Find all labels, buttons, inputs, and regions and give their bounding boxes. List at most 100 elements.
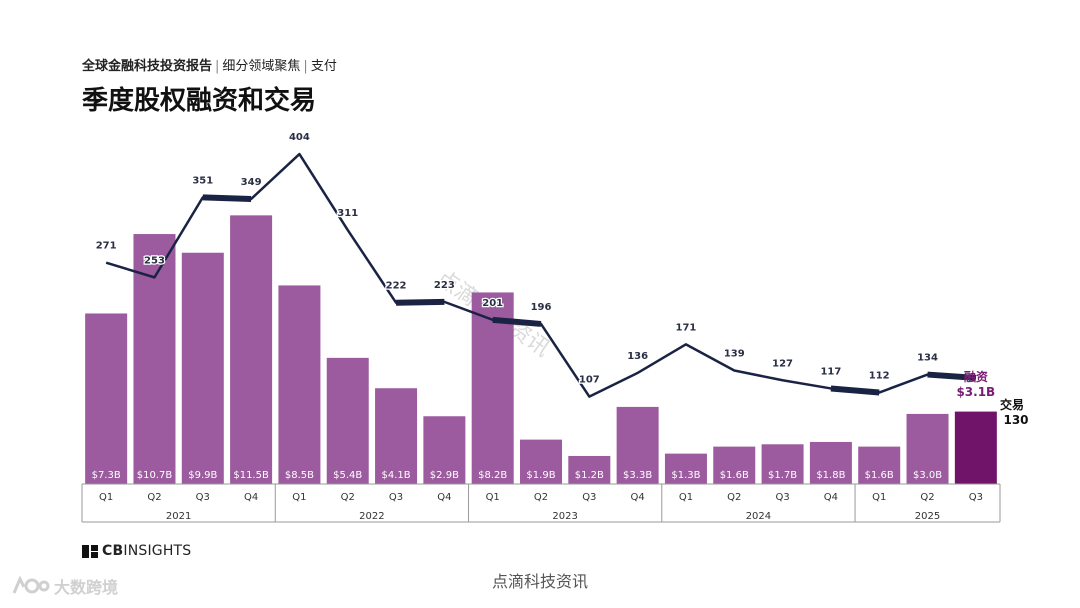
funding-value-label: $1.8B <box>816 470 845 481</box>
quarter-tick-label: Q2 <box>534 492 548 503</box>
funding-value-label: $2.9B <box>430 470 459 481</box>
breadcrumb-separator: | <box>303 59 308 74</box>
funding-value-label: $10.7B <box>137 470 173 481</box>
quarter-tick-label: Q3 <box>196 492 210 503</box>
deals-value-label: 117 <box>820 366 841 377</box>
quarter-tick-label: Q3 <box>969 492 983 503</box>
logo-text: INSIGHTS <box>123 543 192 559</box>
funding-value-label: $3.0B <box>913 470 942 481</box>
funding-value-label: $7.3B <box>92 470 121 481</box>
quarter-tick-label: Q2 <box>727 492 741 503</box>
year-tick-label: 2023 <box>552 511 577 522</box>
quarter-tick-label: Q2 <box>341 492 355 503</box>
deals-value-label: 223 <box>434 280 455 291</box>
deals-value-label: 271 <box>96 241 117 252</box>
quarter-tick-label: Q1 <box>292 492 306 503</box>
deals-value-label: 201 <box>482 298 503 309</box>
deals-callout-value: 130 <box>1003 413 1028 427</box>
deals-flat-segment <box>492 316 542 327</box>
funding-bar <box>568 455 611 484</box>
funding-value-label: $1.6B <box>865 470 894 481</box>
funding-bar <box>713 446 756 484</box>
funding-value-label: $5.4B <box>333 470 362 481</box>
funding-value-label: $1.6B <box>720 470 749 481</box>
logo-text-bold: CB <box>102 543 124 559</box>
topic-name: 支付 <box>310 59 337 74</box>
funding-bar <box>85 313 128 484</box>
deals-flat-segment <box>927 371 977 381</box>
funding-callout-value: $3.1B <box>956 385 995 399</box>
funding-bar <box>809 441 852 484</box>
funding-value-label: $1.9B <box>526 470 555 481</box>
funding-value-label: $9.9B <box>188 470 217 481</box>
footer-brand-text: 大数跨境 <box>54 578 119 597</box>
deals-value-label: 196 <box>531 302 552 313</box>
funding-bar <box>471 292 514 484</box>
year-tick-label: 2022 <box>359 511 384 522</box>
deals-value-label: 351 <box>192 175 213 186</box>
deals-value-label: 311 <box>337 208 358 219</box>
quarter-tick-label: Q4 <box>244 492 258 503</box>
funding-bar <box>133 234 176 484</box>
quarter-tick-label: Q2 <box>147 492 161 503</box>
funding-bar <box>423 416 466 484</box>
footer-brand-icon <box>12 575 50 594</box>
funding-bar <box>230 215 273 485</box>
funding-bar <box>326 357 369 484</box>
deals-callout-label: 交易 <box>1000 397 1024 412</box>
quarter-tick-label: Q3 <box>389 492 403 503</box>
deals-flat-segment <box>396 298 445 306</box>
funding-bar <box>278 285 321 484</box>
funding-bar <box>761 444 804 484</box>
quarter-tick-label: Q4 <box>824 492 838 503</box>
breadcrumb: 全球金融科技投资报告 | 细分领域聚焦 | 支付 <box>82 55 337 74</box>
funding-bar <box>375 388 418 484</box>
deals-flat-segment <box>830 385 880 396</box>
funding-bar <box>616 406 659 484</box>
section-name: 细分领域聚焦 <box>222 59 301 74</box>
center-watermark: 点滴科技资讯 <box>491 572 588 591</box>
footer-brand: 大数跨境 <box>10 574 118 598</box>
funding-value-label: $8.2B <box>478 470 507 481</box>
deals-value-label: 404 <box>289 132 310 143</box>
funding-bar <box>664 453 707 484</box>
quarter-tick-label: Q3 <box>775 492 789 503</box>
deals-value-label: 349 <box>241 177 262 188</box>
quarter-tick-label: Q3 <box>582 492 596 503</box>
deals-value-label: 222 <box>386 281 407 292</box>
deals-value-label: 253 <box>144 255 165 266</box>
deals-value-label: 139 <box>724 348 745 359</box>
quarter-tick-label: Q1 <box>486 492 500 503</box>
year-tick-label: 2021 <box>166 511 191 522</box>
quarter-tick-label: Q1 <box>99 492 113 503</box>
deals-value-label: 171 <box>676 322 697 333</box>
funding-value-label: $11.5B <box>233 470 269 481</box>
quarter-tick-label: Q4 <box>631 492 645 503</box>
year-tick-label: 2025 <box>915 511 940 522</box>
funding-bar <box>954 411 997 484</box>
deals-value-label: 134 <box>917 353 938 364</box>
cbinsights-logo-icon <box>82 544 98 558</box>
page-title: 季度股权融资和交易 <box>82 86 317 116</box>
deals-value-label: 107 <box>579 375 600 386</box>
funding-value-label: $1.2B <box>575 470 604 481</box>
funding-callout-label: 融资 <box>964 369 988 384</box>
report-name: 全球金融科技投资报告 <box>82 59 213 74</box>
funding-bar <box>520 439 562 484</box>
breadcrumb-separator: | <box>215 59 220 74</box>
funding-value-label: $1.7B <box>768 470 797 481</box>
funding-value-label: $3.3B <box>623 470 652 481</box>
funding-value-label: $4.1B <box>381 470 410 481</box>
funding-bar <box>906 413 949 484</box>
funding-bar <box>181 252 224 484</box>
funding-value-label: $8.5B <box>285 470 314 481</box>
year-tick-label: 2024 <box>746 511 771 522</box>
deals-value-label: 136 <box>627 351 648 362</box>
deals-value-label: 112 <box>869 371 890 382</box>
cbinsights-logo: CB INSIGHTS <box>82 543 191 559</box>
deals-value-label: 127 <box>772 358 793 369</box>
quarter-tick-label: Q1 <box>679 492 693 503</box>
funding-value-label: $1.3B <box>671 470 700 481</box>
quarter-tick-label: Q4 <box>437 492 451 503</box>
